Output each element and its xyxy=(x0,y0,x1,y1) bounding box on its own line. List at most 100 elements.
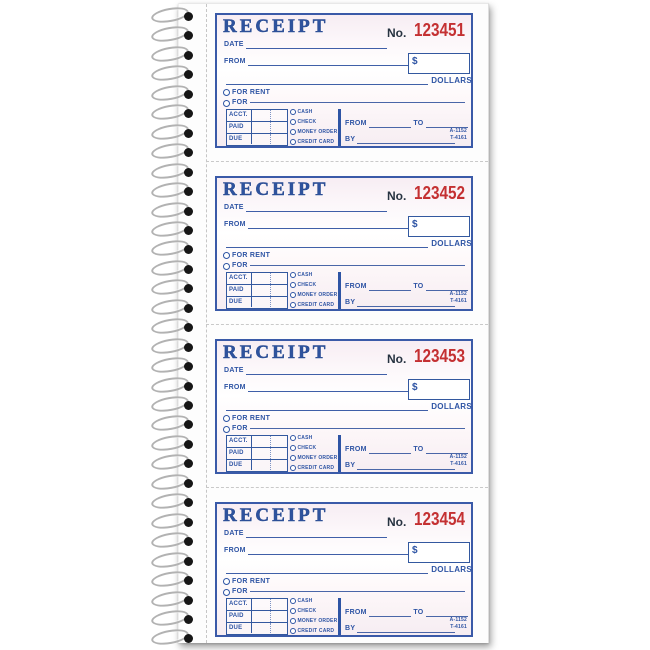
account-row: DUE xyxy=(227,295,287,308)
acct-amount-cell xyxy=(252,436,271,448)
due-cents-cell xyxy=(271,623,287,633)
radio-circle-icon xyxy=(290,608,296,614)
spiral-coil xyxy=(150,218,196,240)
punch-hole-icon xyxy=(184,595,193,605)
paid-amount-cell xyxy=(252,448,271,459)
radio-circle-icon xyxy=(223,415,230,422)
spiral-coil xyxy=(150,160,196,181)
punch-hole-icon xyxy=(184,634,193,644)
form-codes: A-1152 T-4161 xyxy=(450,454,467,467)
spiral-coil xyxy=(150,82,196,103)
section-divider-bar xyxy=(338,598,341,635)
for-blank-line xyxy=(249,428,465,429)
account-table: ACCT. PAID DUE xyxy=(226,109,288,146)
for-option: FOR xyxy=(223,587,465,597)
rental-period-field: FROM TO xyxy=(345,441,470,454)
payment-option-check: CHECK xyxy=(290,444,337,452)
money-order-label: MONEY ORDER xyxy=(297,129,338,135)
period-from-label: FROM xyxy=(345,609,367,616)
spiral-coil xyxy=(150,43,196,65)
punch-hole-icon xyxy=(184,245,193,255)
radio-circle-icon xyxy=(223,578,230,585)
acct-label: ACCT. xyxy=(227,110,252,122)
punch-hole-icon xyxy=(184,381,193,391)
payment-option-cash: CASH xyxy=(290,597,337,605)
date-label: DATE xyxy=(224,41,244,48)
amount-box: $ xyxy=(408,216,470,237)
cash-label: CASH xyxy=(297,435,313,441)
due-amount-cell xyxy=(252,459,271,471)
receipt-form: RECEIPT No. 123452 DATE FROM $ DOLLARS F… xyxy=(215,176,473,311)
due-amount-cell xyxy=(252,133,271,145)
paid-cents-cell xyxy=(271,448,287,458)
date-blank-line xyxy=(245,211,387,212)
punch-hole-icon xyxy=(184,401,193,410)
spiral-coil xyxy=(150,315,196,337)
for-option: FOR xyxy=(223,424,465,434)
rental-period-field: FROM TO xyxy=(345,115,470,128)
receipt-number: 123452 xyxy=(414,183,466,203)
account-table: ACCT. PAID DUE xyxy=(226,272,288,309)
by-label: BY xyxy=(345,462,356,469)
from-field: FROM xyxy=(224,378,408,392)
by-blank-line xyxy=(357,469,455,470)
form-code-a: A-1152 xyxy=(449,617,467,623)
radio-circle-icon xyxy=(223,89,230,96)
radio-circle-icon xyxy=(223,252,230,259)
dollars-label: DOLLARS xyxy=(431,76,472,85)
money-order-label: MONEY ORDER xyxy=(297,618,338,624)
from-field: FROM xyxy=(224,52,408,66)
account-row: ACCT. xyxy=(227,599,287,611)
spiral-coil xyxy=(150,335,196,356)
spiral-coil xyxy=(150,413,196,434)
punch-hole-icon xyxy=(184,206,193,216)
date-blank-line xyxy=(245,374,387,375)
form-code-a: A-1152 xyxy=(449,291,467,297)
period-from-label: FROM xyxy=(345,120,367,127)
account-row: DUE xyxy=(227,458,287,471)
dollars-blank-line xyxy=(226,84,429,85)
for-blank-line xyxy=(249,265,465,266)
dollar-sign: $ xyxy=(412,382,418,393)
due-cents-cell xyxy=(271,134,287,144)
spiral-coil xyxy=(150,121,196,142)
from-label: FROM xyxy=(224,547,246,554)
radio-circle-icon xyxy=(290,302,296,308)
paid-label: PAID xyxy=(227,122,252,133)
receipt-number: 123453 xyxy=(414,346,466,366)
punch-hole-icon xyxy=(184,284,193,294)
radio-circle-icon xyxy=(290,435,296,441)
punch-hole-icon xyxy=(184,148,193,158)
spiral-coil xyxy=(150,102,196,123)
punch-hole-icon xyxy=(184,187,193,197)
period-to-blank-line xyxy=(425,616,469,617)
section-divider-bar xyxy=(338,435,341,472)
period-from-label: FROM xyxy=(345,283,367,290)
for-rent-option: FOR RENT xyxy=(223,251,270,260)
spiral-binding xyxy=(0,0,210,650)
for-blank-line xyxy=(249,102,465,103)
spiral-coil xyxy=(150,24,196,45)
punch-hole-icon xyxy=(184,50,193,60)
acct-amount-cell xyxy=(252,599,271,611)
spiral-coil xyxy=(150,607,196,629)
form-code-t: T-4161 xyxy=(450,460,467,467)
payment-option-credit-card: CREDIT CARD xyxy=(290,627,337,635)
spiral-coil xyxy=(150,549,196,570)
spiral-coil xyxy=(150,296,196,317)
for-rent-option: FOR RENT xyxy=(223,577,270,586)
account-row: PAID xyxy=(227,447,287,459)
spiral-coil xyxy=(150,277,196,298)
date-field: DATE xyxy=(224,35,387,49)
paid-label: PAID xyxy=(227,448,252,459)
radio-circle-icon xyxy=(290,272,296,278)
credit-card-label: CREDIT CARD xyxy=(297,465,335,471)
form-codes: A-1152 T-4161 xyxy=(450,128,467,141)
payment-option-check: CHECK xyxy=(290,281,337,289)
radio-circle-icon xyxy=(290,455,296,461)
punch-hole-icon xyxy=(184,70,193,80)
dollars-field: DOLLARS xyxy=(224,560,472,574)
by-blank-line xyxy=(357,306,455,307)
rental-period-field: FROM TO xyxy=(345,278,470,291)
for-label: FOR xyxy=(232,99,248,106)
